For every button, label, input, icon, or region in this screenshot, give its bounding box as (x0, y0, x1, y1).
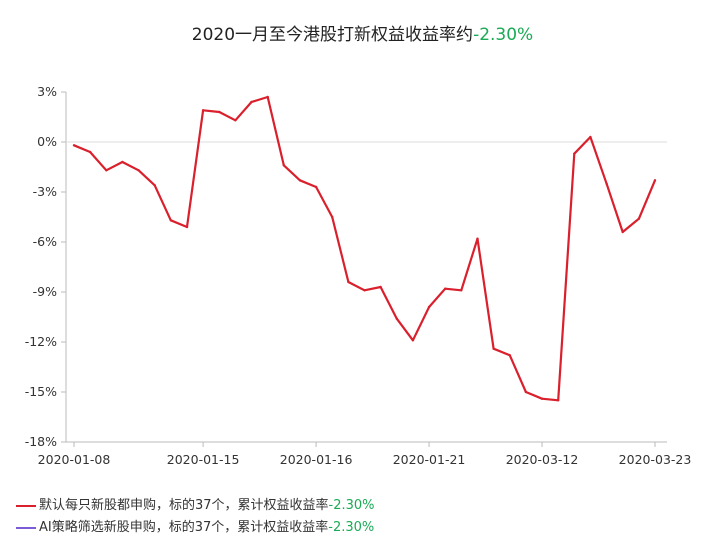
data-point (427, 305, 431, 309)
y-tick-label: -15% (25, 384, 57, 399)
legend-label-default: 默认每只新股都申购，标的37个，累计权益收益率 (39, 498, 329, 513)
x-tick-label: 2020-03-23 (619, 452, 692, 467)
legend-swatch-ai (16, 526, 36, 529)
data-point (88, 150, 92, 154)
chart-title: 2020一月至今港股打新权益收益率约-2.30% (0, 20, 725, 45)
chart-title-text: 2020一月至今港股打新权益收益率约 (191, 25, 474, 45)
data-point (395, 317, 398, 320)
data-point (185, 225, 189, 229)
legend-swatch-default (16, 504, 36, 507)
data-point (314, 185, 318, 189)
data-point (105, 169, 108, 172)
y-tick-label: -12% (25, 334, 57, 349)
data-point (153, 184, 156, 187)
data-point (282, 164, 285, 167)
data-point (137, 169, 140, 172)
x-tick-label: 2020-01-08 (38, 452, 111, 467)
data-point (492, 347, 495, 350)
data-point (508, 354, 511, 357)
chart-title-value: -2.30% (473, 25, 534, 45)
data-point (379, 285, 382, 289)
x-tick-label: 2020-01-15 (167, 452, 240, 467)
data-point (573, 152, 576, 155)
data-point (540, 397, 544, 400)
legend-item-ai[interactable]: AI策略筛选新股申购，标的37个，累计权益收益率-2.30% (16, 516, 374, 535)
data-point (218, 110, 221, 114)
data-point (621, 230, 624, 234)
data-point (201, 109, 205, 112)
y-tick-label: -3% (33, 184, 57, 199)
data-point (411, 339, 415, 342)
legend-value-default: -2.30% (328, 498, 375, 513)
data-point (444, 287, 447, 290)
x-tick-label: 2020-01-16 (280, 452, 353, 467)
data-point (653, 179, 657, 182)
y-tick-label: 0% (37, 134, 57, 149)
data-point (605, 182, 608, 185)
y-tick-label: 3% (37, 84, 57, 99)
x-tick-label: 2020-03-12 (506, 452, 579, 467)
data-point (524, 390, 528, 394)
data-point (169, 219, 172, 222)
data-point (266, 95, 269, 99)
legend-value-ai: -2.30% (328, 520, 375, 535)
y-tick-label: -18% (25, 434, 57, 449)
y-tick-label: -9% (33, 284, 57, 299)
data-point (121, 160, 124, 164)
data-point (476, 237, 479, 240)
x-tick-label: 2020-01-21 (393, 452, 466, 467)
data-point (331, 215, 334, 219)
legend-label-ai: AI策略筛选新股申购，标的37个，累计权益收益率 (39, 520, 329, 535)
data-point (637, 217, 641, 220)
data-point (72, 144, 76, 147)
data-point (250, 100, 253, 104)
data-point (460, 289, 463, 292)
data-point (347, 280, 350, 284)
data-point (589, 135, 592, 139)
data-point (298, 179, 302, 182)
data-point (557, 399, 560, 402)
data-point (363, 289, 366, 292)
y-tick-label: -6% (33, 234, 57, 249)
data-point (234, 119, 237, 122)
legend-item-default[interactable]: 默认每只新股都申购，标的37个，累计权益收益率-2.30% (16, 494, 375, 513)
